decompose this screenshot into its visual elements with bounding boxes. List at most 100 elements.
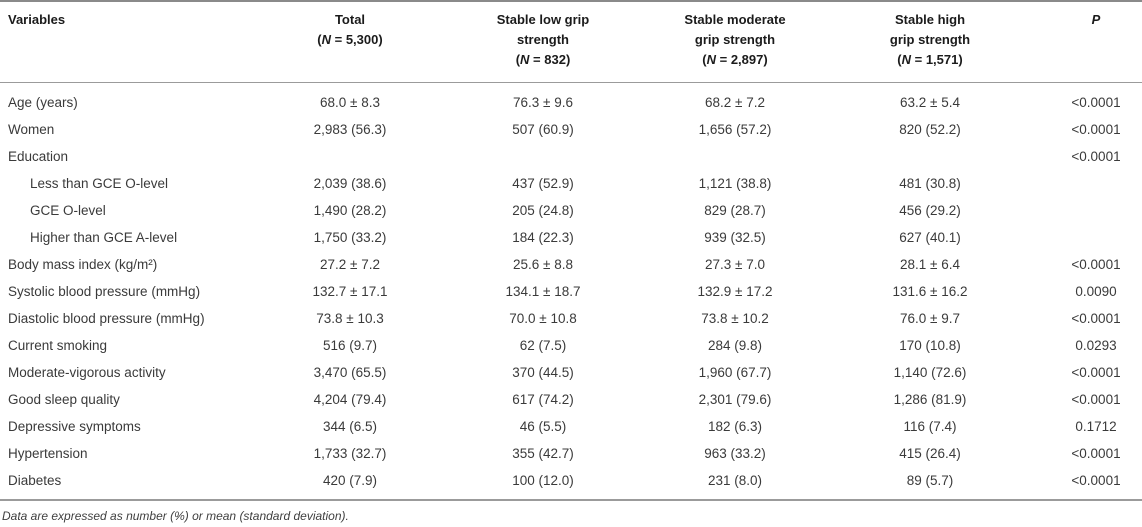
table-row: GCE O-level 1,490 (28.2) 205 (24.8) 829 (28… [0,197,1142,224]
table-row: Education <0.0001 [0,143,1142,170]
cell-value: 2,983 (56.3) [313,122,387,137]
cell-value: 516 (9.7) [322,338,378,353]
cell-value: 68.0 ± 8.3 [320,95,380,110]
cell-value: 1,733 (32.7) [313,446,387,461]
cell-p-value: 0.0090 [1075,284,1117,299]
column-header-variables: Variables [0,1,250,83]
cell-p-value: 0.1712 [1075,419,1117,434]
cell-value: 481 (30.8) [899,176,961,191]
row-label: Higher than GCE A-level [30,230,178,245]
cell-value: 617 (74.2) [512,392,574,407]
column-header-low: Stable low grip strength (N = 832) [450,1,636,83]
cell-p-value: <0.0001 [1071,122,1121,137]
cell-value: 62 (7.5) [519,338,567,353]
cell-value [450,143,636,170]
cell-value: 132.9 ± 17.2 [697,284,773,299]
cell-p-value: <0.0001 [1071,257,1121,272]
cell-value: 1,656 (57.2) [698,122,772,137]
cell-value: 184 (22.3) [512,230,574,245]
characteristics-table: Variables Total (N = 5,300) Stable low gri… [0,0,1142,501]
cell-value: 46 (5.5) [519,419,567,434]
cell-p-value: <0.0001 [1071,311,1121,326]
cell-value: 68.2 ± 7.2 [705,95,765,110]
column-header-moderate: Stable moderate grip strength (N = 2,897) [636,1,834,83]
table-row: Good sleep quality 4,204 (79.4) 617 (74.2)… [0,386,1142,413]
cell-value: 28.1 ± 6.4 [900,257,960,272]
cell-value: 829 (28.7) [704,203,766,218]
cell-p-value: <0.0001 [1071,365,1121,380]
cell-value: 344 (6.5) [322,419,378,434]
cell-value: 100 (12.0) [450,467,636,501]
row-label: Moderate-vigorous activity [8,365,166,380]
cell-value: 27.3 ± 7.0 [705,257,765,272]
row-label: GCE O-level [30,203,106,218]
cell-value: 89 (5.7) [834,467,1026,501]
row-label: Women [8,122,55,137]
table-row: Hypertension 1,733 (32.7) 355 (42.7) 963 (3… [0,440,1142,467]
cell-value: 939 (32.5) [704,230,766,245]
table-row: Higher than GCE A-level 1,750 (33.2) 184 (… [0,224,1142,251]
row-label: Education [8,149,69,164]
cell-value: 3,470 (65.5) [313,365,387,380]
row-label: Systolic blood pressure (mmHg) [8,284,201,299]
cell-value: 284 (9.8) [707,338,763,353]
table-row: Depressive symptoms 344 (6.5) 46 (5.5) 182 … [0,413,1142,440]
table-footnote: Data are expressed as number (%) or mean… [2,509,349,523]
cell-value: 76.0 ± 9.7 [900,311,960,326]
cell-p-value: 0.0293 [1075,338,1117,353]
cell-value: 131.6 ± 16.2 [892,284,968,299]
column-header-p: P [1026,1,1142,83]
cell-value: 1,286 (81.9) [893,392,967,407]
row-label: Hypertension [8,446,88,461]
cell-value: 25.6 ± 8.8 [513,257,573,272]
cell-value [636,143,834,170]
column-header-high: Stable high grip strength (N = 1,571) [834,1,1026,83]
cell-p-value: <0.0001 [1026,467,1142,501]
cell-value: 76.3 ± 9.6 [513,95,573,110]
row-label: Less than GCE O-level [30,176,169,191]
cell-value: 627 (40.1) [899,230,961,245]
row-label: Body mass index (kg/m²) [8,257,158,272]
cell-p-value: <0.0001 [1071,446,1121,461]
row-label: Diabetes [0,467,250,501]
cell-value: 182 (6.3) [707,419,763,434]
cell-value: 116 (7.4) [903,419,957,434]
cell-value: 205 (24.8) [512,203,574,218]
cell-value: 132.7 ± 17.1 [312,284,388,299]
cell-value: 370 (44.5) [512,365,574,380]
cell-value [834,143,1026,170]
table-row: Less than GCE O-level 2,039 (38.6) 437 (52… [0,170,1142,197]
cell-value: 4,204 (79.4) [313,392,387,407]
table-row: Diastolic blood pressure (mmHg) 73.8 ± 10… [0,305,1142,332]
cell-p-value: <0.0001 [1071,149,1121,164]
table-row: Body mass index (kg/m²) 27.2 ± 7.2 25.6 ± … [0,251,1142,278]
cell-value: 1,121 (38.8) [698,176,772,191]
cell-value [250,143,450,170]
cell-p-value: <0.0001 [1071,95,1121,110]
cell-p-value [1026,197,1142,224]
cell-value: 355 (42.7) [512,446,574,461]
cell-value: 231 (8.0) [636,467,834,501]
cell-p-value [1026,170,1142,197]
cell-value: 420 (7.9) [250,467,450,501]
cell-value: 820 (52.2) [899,122,961,137]
cell-value: 437 (52.9) [512,176,574,191]
cell-value: 63.2 ± 5.4 [900,95,960,110]
row-label: Depressive symptoms [8,419,141,434]
cell-value: 134.1 ± 18.7 [505,284,581,299]
cell-value: 507 (60.9) [512,122,574,137]
table-row: Age (years) 68.0 ± 8.3 76.3 ± 9.6 68.2 ± 7.… [0,83,1142,117]
table-row: Moderate-vigorous activity 3,470 (65.5) 37… [0,359,1142,386]
cell-value: 1,140 (72.6) [893,365,967,380]
cell-value: 963 (33.2) [704,446,766,461]
table-row: Systolic blood pressure (mmHg) 132.7 ± 17… [0,278,1142,305]
cell-value: 2,301 (79.6) [698,392,772,407]
header-row: Variables Total (N = 5,300) Stable low gri… [0,1,1142,83]
cell-value: 70.0 ± 10.8 [509,311,577,326]
cell-value: 1,960 (67.7) [698,365,772,380]
cell-p-value [1026,224,1142,251]
cell-value: 73.8 ± 10.2 [701,311,769,326]
table-row: Women 2,983 (56.3) 507 (60.9) 1,656 (57.2) 8… [0,116,1142,143]
cell-value: 27.2 ± 7.2 [320,257,380,272]
